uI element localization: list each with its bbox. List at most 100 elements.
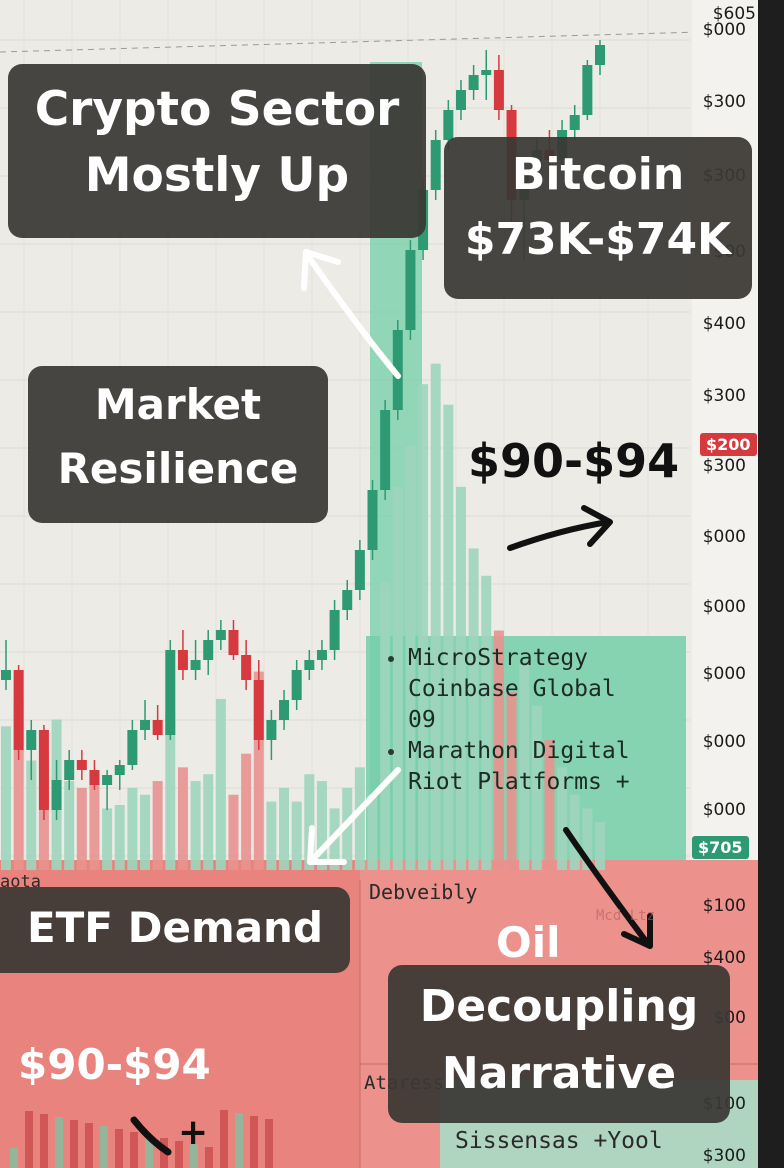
holdings-list-label: MicroStrategy [408, 645, 589, 671]
volume-bar [316, 781, 327, 870]
lower-panel-header: Debveibly [369, 880, 478, 904]
candle-body [114, 765, 125, 775]
lower-volume-bar [130, 1132, 138, 1168]
price-axis-label: $400 [702, 948, 746, 968]
price-axis-label: $000 [702, 597, 746, 617]
volume-bar [1, 726, 11, 870]
volume-bar [152, 781, 163, 870]
volume-bar [140, 794, 151, 870]
volume-bar [165, 712, 176, 870]
holdings-list-item: Coinbase Global [388, 674, 630, 705]
lower-volume-bar [10, 1148, 18, 1168]
volume-bar [13, 698, 24, 870]
holdings-list-item: MicroStrategy [388, 643, 630, 674]
candle-body [165, 650, 176, 735]
candle-body [468, 75, 479, 90]
volume-bar [557, 767, 568, 870]
volume-bar [177, 767, 188, 870]
price-axis-label: $000 [702, 664, 746, 684]
volume-bar [215, 698, 226, 870]
plus-mark: + [178, 1112, 209, 1153]
candle-body [26, 730, 37, 750]
candle-body [64, 760, 75, 780]
lower-volume-bar [175, 1141, 183, 1168]
caption-resilience-line1: Market [94, 380, 262, 429]
lower-panel-ghost: Mcd Ltz [596, 908, 656, 924]
candle-body [342, 590, 353, 610]
price-line-dashed [0, 31, 701, 53]
price-axis-label: $300 [702, 92, 746, 112]
candle-body [595, 45, 605, 65]
arrow-to-etf-head [307, 825, 347, 865]
annotation-arrows [130, 249, 653, 1156]
candle-body [380, 410, 391, 490]
candle-body [203, 640, 214, 660]
holdings-list-item: Marathon Digital [388, 736, 630, 767]
volume-bar [203, 774, 214, 870]
candle-body [241, 655, 252, 680]
candle-body [279, 700, 290, 720]
arrow-to-crypto-caption [305, 253, 401, 379]
volume-bar [455, 486, 466, 870]
volume-bar [241, 753, 252, 870]
volume-bar [253, 671, 264, 870]
caption-crypto-sector: Crypto Sector Mostly Up [8, 64, 426, 238]
lower-volume-bar [220, 1110, 228, 1168]
holdings-list-item: 09 [388, 705, 630, 736]
volume-bar [405, 445, 416, 870]
caption-oil-line1: Decoupling [419, 981, 699, 1032]
holdings-list-label: 09 [408, 707, 436, 733]
bottom-tick-mark [130, 1116, 172, 1156]
lower-volume-bar [55, 1117, 63, 1168]
price-axis-label: $000 [702, 732, 746, 752]
caption-bitcoin-line2: $73K-$74K [464, 213, 732, 265]
volume-bar [481, 575, 492, 870]
caption-bitcoin: Bitcoin $73K-$74K [444, 137, 752, 299]
volume-bar [418, 384, 429, 870]
candle-body [493, 70, 504, 110]
volume-bar [354, 767, 365, 870]
price-axis-label: $000 [702, 527, 746, 547]
candle-body [76, 760, 87, 770]
volume-bar [569, 794, 580, 870]
volume-bar [279, 787, 290, 870]
lower-volume-bar [250, 1116, 258, 1168]
volume-bar [114, 805, 125, 870]
lower-volume-bar [40, 1114, 48, 1168]
volume-bar [595, 822, 605, 870]
candle-body [89, 770, 100, 785]
candle-body [430, 140, 441, 190]
candle-body [443, 110, 454, 140]
price-range-bottom: $90-$94 [18, 1040, 211, 1089]
volume-bar [582, 808, 593, 870]
volume-bar [89, 774, 100, 870]
volume-bar [519, 664, 530, 870]
volume-bar [367, 794, 378, 870]
arrow-to-price-range [507, 519, 611, 551]
candle-body [228, 630, 239, 655]
volume-bar [544, 740, 555, 870]
lower-volume-bar [235, 1113, 243, 1168]
holdings-list-item: Riot Platforms + [388, 767, 630, 798]
volume-bar [228, 794, 239, 870]
holdings-list-label: Marathon Digital [408, 738, 630, 764]
lower-volume-bar [100, 1126, 108, 1168]
price-axis-label: $400 [702, 314, 746, 334]
caption-crypto-line1: Crypto Sector [34, 82, 400, 137]
caption-resilience-line2: Resilience [57, 444, 299, 494]
caption-crypto-line2: Mostly Up [84, 148, 350, 204]
caption-oil-line2: Narrative [441, 1047, 677, 1099]
candle-body [152, 720, 163, 735]
candle-body [316, 650, 327, 660]
lower-panel-footer: Sissensas +Yool [455, 1128, 663, 1154]
candle-body [481, 70, 492, 75]
volume-bar [380, 582, 391, 870]
price-badge-green: $705 [692, 836, 749, 859]
arrow-to-oil [563, 827, 651, 947]
caption-etf-demand: ETF Demand [0, 887, 350, 973]
candle-body [253, 680, 264, 740]
candle-body [291, 670, 302, 700]
volume-bars [1, 363, 605, 1168]
volume-bar [266, 801, 277, 870]
caption-bitcoin-line1: Bitcoin [511, 149, 685, 200]
